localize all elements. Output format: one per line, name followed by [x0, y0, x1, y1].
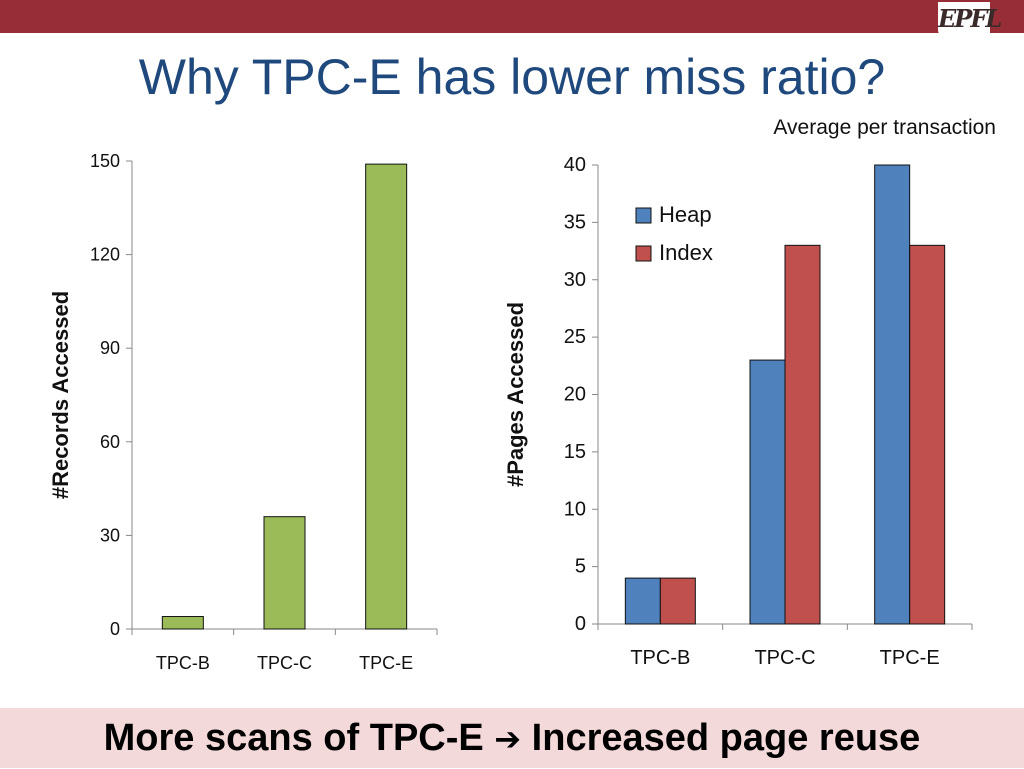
y-tick-label: 150 — [90, 151, 120, 171]
index-bar — [659, 577, 696, 625]
y-tick-label: 0 — [110, 619, 120, 639]
footer-text-left: More scans of TPC-E — [103, 717, 484, 759]
legend-swatch — [635, 207, 652, 224]
y-tick-label: 35 — [564, 211, 586, 233]
records-bar — [161, 616, 204, 630]
y-tick-label: 30 — [564, 269, 586, 291]
y-tick-label: 30 — [100, 525, 120, 545]
y-tick-label: 60 — [100, 432, 120, 452]
y-tick-label: 120 — [90, 245, 120, 265]
records-bar — [365, 163, 408, 630]
y-tick-label: 40 — [564, 154, 586, 176]
y-tick-label: 20 — [564, 384, 586, 406]
y-tick-label: 15 — [564, 441, 586, 463]
y-axis-label: #Records Accessed — [48, 291, 73, 499]
records-accessed-chart: 0 30 60 90 120 150 TPC-B TPC-C TPC-E #Records Acc… — [48, 151, 438, 673]
heap-bar — [749, 359, 786, 625]
legend-swatch — [635, 245, 652, 262]
index-bar — [909, 244, 946, 625]
heap-bar — [874, 164, 911, 625]
y-tick-label: 10 — [564, 498, 586, 520]
footer-banner: More scans of TPC-E ➔ Increased page reu… — [0, 708, 1024, 768]
x-tick-label: TPC-E — [359, 653, 413, 673]
x-tick-label: TPC-E — [880, 647, 940, 669]
pages-accessed-chart: 0 5 10 15 20 25 30 35 40 TPC-B TPC-C TPC-E #Pages Ac… — [503, 154, 973, 669]
x-tick-label: TPC-B — [630, 647, 690, 669]
x-tick-label: TPC-B — [156, 653, 210, 673]
y-tick-label: 5 — [575, 556, 586, 578]
index-bar — [784, 244, 821, 625]
chart-subtitle: Average per transaction — [773, 116, 996, 139]
legend-label: Heap — [659, 202, 712, 227]
legend-label: Index — [659, 240, 713, 265]
y-axis-label: #Pages Accessed — [503, 302, 528, 487]
arrow-right-icon: ➔ — [494, 720, 522, 758]
y-tick-label: 25 — [564, 326, 586, 348]
y-tick-label: 0 — [575, 613, 586, 635]
footer-text-right: Increased page reuse — [531, 717, 921, 759]
y-tick-label: 90 — [100, 338, 120, 358]
heap-bar — [624, 577, 661, 625]
slide-title: Why TPC-E has lower miss ratio? — [138, 49, 886, 105]
records-bar — [263, 516, 306, 630]
epfl-logo: EPFL — [938, 2, 1002, 36]
top-bar — [0, 0, 1024, 33]
x-tick-label: TPC-C — [257, 653, 312, 673]
x-tick-label: TPC-C — [754, 647, 815, 669]
